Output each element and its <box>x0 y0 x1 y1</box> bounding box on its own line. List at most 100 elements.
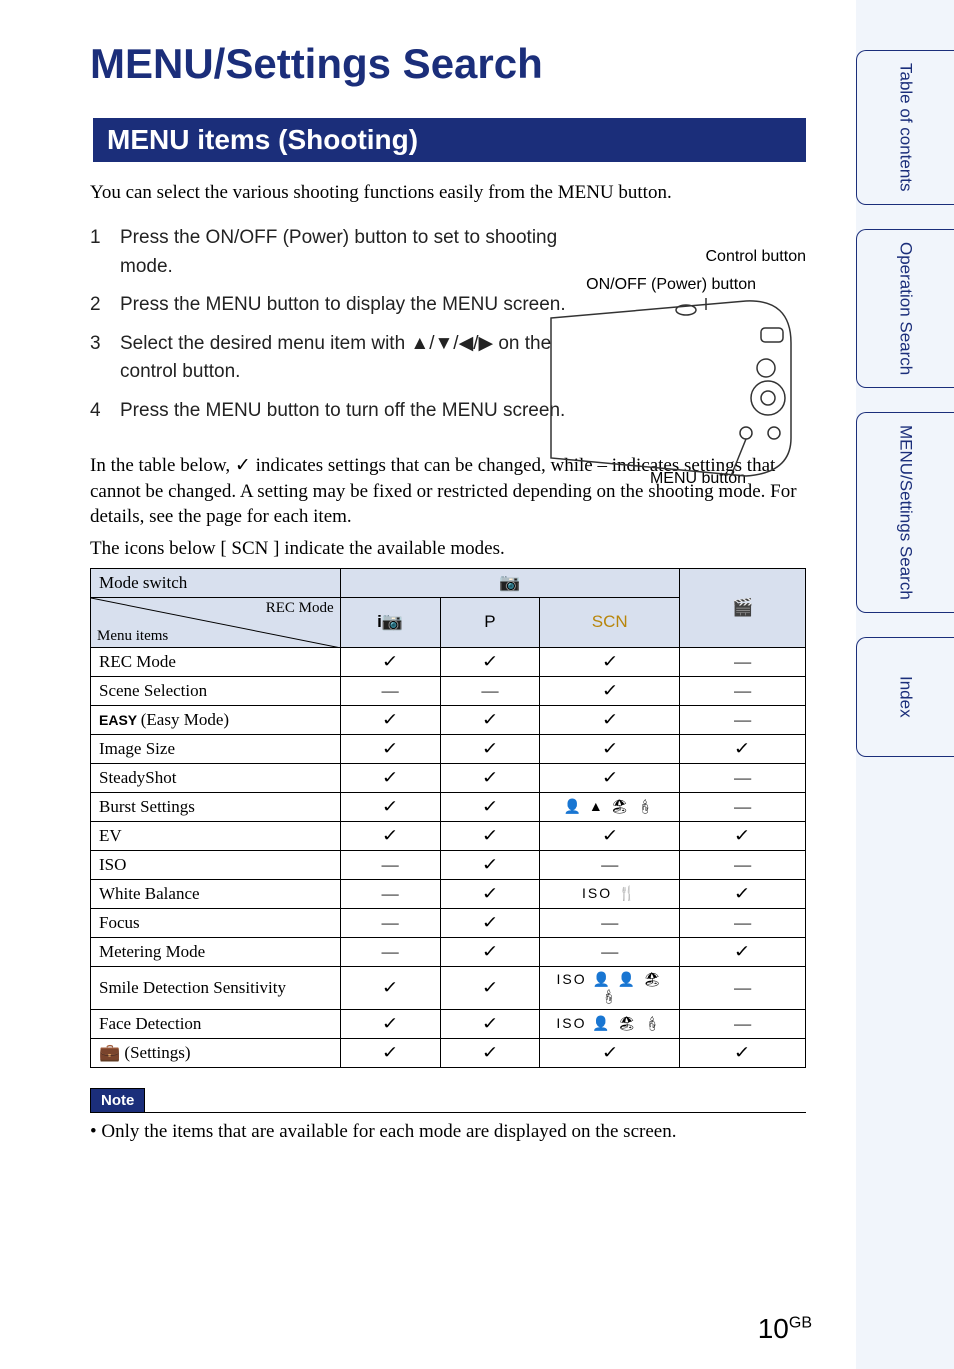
row-label[interactable]: ISO <box>91 850 341 879</box>
cell-value <box>680 763 806 792</box>
table-row: EASY (Easy Mode) <box>91 705 806 734</box>
diag-menu-items: Menu items <box>97 628 168 645</box>
cell-value <box>540 1038 680 1067</box>
step-1: Press the ON/OFF (Power) button to set t… <box>90 224 580 281</box>
tab-toc[interactable]: Table of contents <box>856 50 954 205</box>
page-number-suffix: GB <box>789 1315 812 1332</box>
cell-value: ISO 👤 🏖 🕯 <box>540 1009 680 1038</box>
header-p: P <box>440 597 540 647</box>
camera-illustration: Control button ON/OFF (Power) button MEN… <box>516 248 806 488</box>
cell-value <box>680 937 806 966</box>
row-label[interactable]: Metering Mode <box>91 937 341 966</box>
row-label[interactable]: Face Detection <box>91 1009 341 1038</box>
cell-value <box>540 763 680 792</box>
cell-value <box>340 966 440 1009</box>
cell-value <box>440 908 540 937</box>
cell-value <box>680 792 806 821</box>
row-label[interactable]: Scene Selection <box>91 676 341 705</box>
cell-value <box>680 676 806 705</box>
cell-value <box>440 966 540 1009</box>
cell-value <box>340 734 440 763</box>
row-label[interactable]: Image Size <box>91 734 341 763</box>
camera-icon <box>546 298 796 478</box>
table-row: Metering Mode <box>91 937 806 966</box>
cell-value <box>440 676 540 705</box>
cell-value <box>680 1009 806 1038</box>
tab-index[interactable]: Index <box>856 637 954 757</box>
cell-value <box>680 879 806 908</box>
cell-value <box>340 879 440 908</box>
header-diagonal: REC Mode Menu items <box>91 597 341 647</box>
cell-value <box>440 821 540 850</box>
cell-value <box>680 705 806 734</box>
page-title: MENU/Settings Search <box>90 40 806 88</box>
row-label[interactable]: REC Mode <box>91 647 341 676</box>
cell-value <box>340 647 440 676</box>
cell-value <box>440 734 540 763</box>
intro-text: You can select the various shooting func… <box>90 182 806 204</box>
table-row: REC Mode <box>91 647 806 676</box>
row-label[interactable]: Smile Detection Sensitivity <box>91 966 341 1009</box>
page-number-value: 10 <box>758 1313 789 1344</box>
table-intro-2: The icons below [ SCN ] indicate the ava… <box>90 536 806 562</box>
cell-value <box>340 705 440 734</box>
cell-value <box>540 821 680 850</box>
cell-value <box>440 763 540 792</box>
cell-value <box>680 647 806 676</box>
tab-menu-settings-search[interactable]: MENU/Settings Search <box>856 412 954 613</box>
row-label[interactable]: EV <box>91 821 341 850</box>
header-camera-icon: 📷 <box>340 568 680 597</box>
cell-value <box>340 792 440 821</box>
row-label[interactable]: 💼 (Settings) <box>91 1038 341 1067</box>
cell-value <box>540 705 680 734</box>
cell-value <box>340 937 440 966</box>
note-text: • Only the items that are available for … <box>90 1121 806 1143</box>
cell-value <box>340 821 440 850</box>
table-row: Scene Selection <box>91 676 806 705</box>
cell-value <box>680 734 806 763</box>
header-scn: SCN <box>540 597 680 647</box>
label-control-button: Control button <box>705 248 806 266</box>
cell-value <box>540 908 680 937</box>
cell-value <box>680 1038 806 1067</box>
table-row: Face Detection ISO 👤 🏖 🕯 <box>91 1009 806 1038</box>
step-4: Press the MENU button to turn off the ME… <box>90 397 580 426</box>
cell-value <box>540 937 680 966</box>
cell-value <box>340 908 440 937</box>
row-label[interactable]: White Balance <box>91 879 341 908</box>
cell-value <box>340 1038 440 1067</box>
cell-value <box>540 850 680 879</box>
row-label[interactable]: Burst Settings <box>91 792 341 821</box>
table-row: Focus <box>91 908 806 937</box>
cell-value <box>340 1009 440 1038</box>
cell-value <box>440 705 540 734</box>
page-number: 10GB <box>758 1313 812 1345</box>
cell-value <box>680 966 806 1009</box>
tab-operation-search[interactable]: Operation Search <box>856 229 954 388</box>
table-row: Image Size <box>91 734 806 763</box>
cell-value <box>440 879 540 908</box>
step-3: Select the desired menu item with ▲/▼/◀/… <box>90 330 580 387</box>
cell-value <box>680 850 806 879</box>
cell-value <box>540 676 680 705</box>
side-tabs: Table of contents Operation Search MENU/… <box>856 50 954 757</box>
row-label[interactable]: SteadyShot <box>91 763 341 792</box>
step-2: Press the MENU button to display the MEN… <box>90 291 580 320</box>
cell-value <box>340 850 440 879</box>
cell-value: ISO 👤 👤 🏖 🕯 <box>540 966 680 1009</box>
cell-value <box>440 937 540 966</box>
note-title: Note <box>90 1088 145 1113</box>
cell-value <box>440 647 540 676</box>
note-divider <box>90 1112 806 1113</box>
table-row: Smile Detection Sensitivity ISO 👤 👤 🏖 🕯 <box>91 966 806 1009</box>
row-label[interactable]: EASY (Easy Mode) <box>91 705 341 734</box>
page-content: MENU/Settings Search MENU items (Shootin… <box>0 0 856 1369</box>
table-row: EV <box>91 821 806 850</box>
table-row: Burst Settings👤 ▲ 🏖 🕯 <box>91 792 806 821</box>
note-section: Note • Only the items that are available… <box>90 1088 806 1143</box>
cell-value: ISO 🍴 <box>540 879 680 908</box>
cell-value <box>680 908 806 937</box>
diag-rec-mode: REC Mode <box>266 600 334 617</box>
row-label[interactable]: Focus <box>91 908 341 937</box>
cell-value <box>340 763 440 792</box>
